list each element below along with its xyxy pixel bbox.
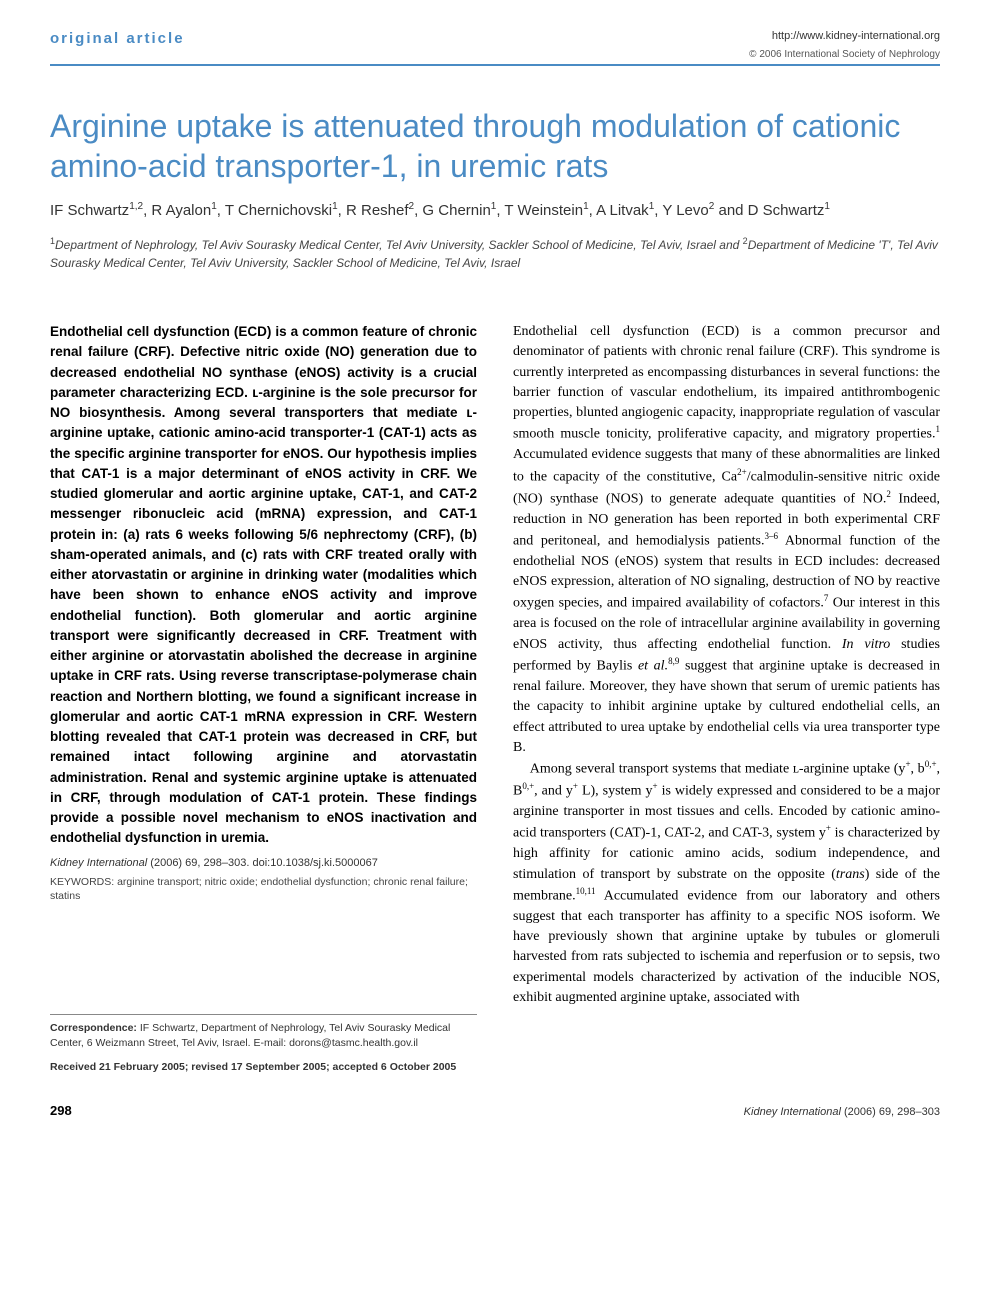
citation-year-vol: (2006) 69,: [150, 857, 200, 869]
body-paragraph-2: Among several transport systems that med…: [513, 758, 940, 1008]
citation-journal: Kidney International: [50, 857, 147, 869]
footer-journal: Kidney International: [744, 1106, 841, 1118]
affiliations: 1Department of Nephrology, Tel Aviv Sour…: [50, 235, 940, 272]
citation-pages: 298–303.: [204, 857, 250, 869]
left-column: Endothelial cell dysfunction (ECD) is a …: [50, 322, 477, 1075]
footer-row: 298 Kidney International (2006) 69, 298–…: [50, 1103, 940, 1118]
abstract: Endothelial cell dysfunction (ECD) is a …: [50, 322, 477, 849]
journal-url: http://www.kidney-international.org: [772, 30, 940, 42]
correspondence-block: Correspondence: IF Schwartz, Department …: [50, 1014, 477, 1050]
copyright-line: © 2006 International Society of Nephrolo…: [50, 49, 940, 60]
right-column: Endothelial cell dysfunction (ECD) is a …: [513, 322, 940, 1075]
correspondence-label: Correspondence:: [50, 1022, 137, 1034]
page-number: 298: [50, 1103, 72, 1118]
body-paragraph-1: Endothelial cell dysfunction (ECD) is a …: [513, 322, 940, 758]
authors: IF Schwartz1,2, R Ayalon1, T Chernichovs…: [50, 200, 940, 221]
footer-citation: Kidney International (2006) 69, 298–303: [744, 1106, 940, 1118]
citation-doi: doi:10.1038/sj.ki.5000067: [252, 857, 377, 869]
footer-citation-tail: (2006) 69, 298–303: [844, 1106, 940, 1118]
two-column-layout: Endothelial cell dysfunction (ECD) is a …: [50, 322, 940, 1075]
received-dates: Received 21 February 2005; revised 17 Se…: [50, 1060, 477, 1075]
keywords: KEYWORDS: arginine transport; nitric oxi…: [50, 875, 477, 904]
header-row: original article http://www.kidney-inter…: [50, 30, 940, 47]
section-label: original article: [50, 30, 185, 47]
header-rule: [50, 64, 940, 66]
article-title: Arginine uptake is attenuated through mo…: [50, 106, 940, 186]
abstract-citation: Kidney International (2006) 69, 298–303.…: [50, 857, 477, 869]
